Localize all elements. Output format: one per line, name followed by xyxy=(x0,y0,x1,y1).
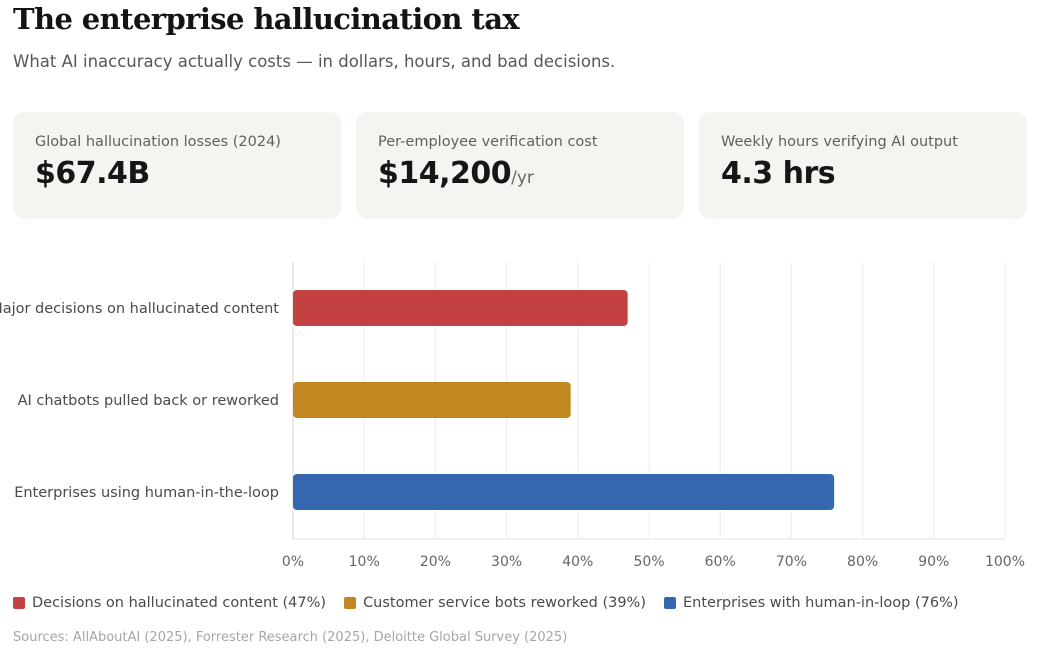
stat-label: Weekly hours verifying AI output xyxy=(721,134,958,150)
x-tick-label: 60% xyxy=(705,554,736,570)
legend-swatch xyxy=(344,597,357,609)
legend-item-human-in-loop: Enterprises with human-in-loop (76%) xyxy=(664,595,959,611)
bar xyxy=(293,290,628,326)
stat-card-verification-cost: Per-employee verification cost $14,200/y… xyxy=(356,112,684,219)
bar xyxy=(293,474,835,510)
x-tick-label: 40% xyxy=(562,554,593,570)
x-tick-label: 20% xyxy=(420,554,451,570)
bar-chart: 0% 10% 20% 30% 40% 50% 60% 70% 80% 90% 100% Major d… xyxy=(0,262,1025,570)
category-label: Enterprises using human-in-the-loop xyxy=(14,485,279,501)
bar xyxy=(293,382,571,418)
stat-label: Per-employee verification cost xyxy=(378,134,598,150)
x-tick-label: 30% xyxy=(491,554,522,570)
stat-label: Global hallucination losses (2024) xyxy=(35,134,281,150)
legend-label: Decisions on hallucinated content (47%) xyxy=(32,595,327,611)
page-subtitle: What AI inaccuracy actually costs — in d… xyxy=(13,52,616,71)
category-label: Major decisions on hallucinated content xyxy=(0,301,279,317)
stat-value: $67.4B xyxy=(35,156,319,191)
stat-value-number: $14,200 xyxy=(378,156,512,191)
stat-value-number: $67.4B xyxy=(35,156,150,191)
legend-item-decisions: Decisions on hallucinated content (47%) xyxy=(13,595,326,611)
page-title: The enterprise hallucination tax xyxy=(13,2,520,36)
legend-label: Customer service bots reworked (39%) xyxy=(363,595,646,611)
x-tick-label: 0% xyxy=(282,554,304,570)
stat-card-global-losses: Global hallucination losses (2024) $67.4… xyxy=(13,112,341,219)
legend-item-chatbots: Customer service bots reworked (39%) xyxy=(344,595,646,611)
x-tick-label: 100% xyxy=(985,554,1025,570)
x-tick-label: 50% xyxy=(633,554,664,570)
x-tick-label: 10% xyxy=(349,554,380,570)
sources-footnote: Sources: AllAboutAI (2025), Forrester Re… xyxy=(13,630,568,645)
category-label: AI chatbots pulled back or reworked xyxy=(18,393,279,409)
x-tick-label: 70% xyxy=(776,554,807,570)
stat-value-number: 4.3 hrs xyxy=(721,156,836,191)
stat-card-weekly-hours: Weekly hours verifying AI output 4.3 hrs xyxy=(699,112,1027,219)
legend-swatch xyxy=(664,597,676,609)
chart-legend: Decisions on hallucinated content (47%) … xyxy=(13,595,977,611)
x-tick-label: 80% xyxy=(847,554,878,570)
stat-unit: /yr xyxy=(511,168,534,188)
stat-value: $14,200/yr xyxy=(378,156,662,191)
legend-label: Enterprises with human-in-loop (76%) xyxy=(683,595,959,611)
x-tick-label: 90% xyxy=(918,554,949,570)
legend-swatch xyxy=(13,597,25,609)
stat-value: 4.3 hrs xyxy=(721,156,1005,191)
